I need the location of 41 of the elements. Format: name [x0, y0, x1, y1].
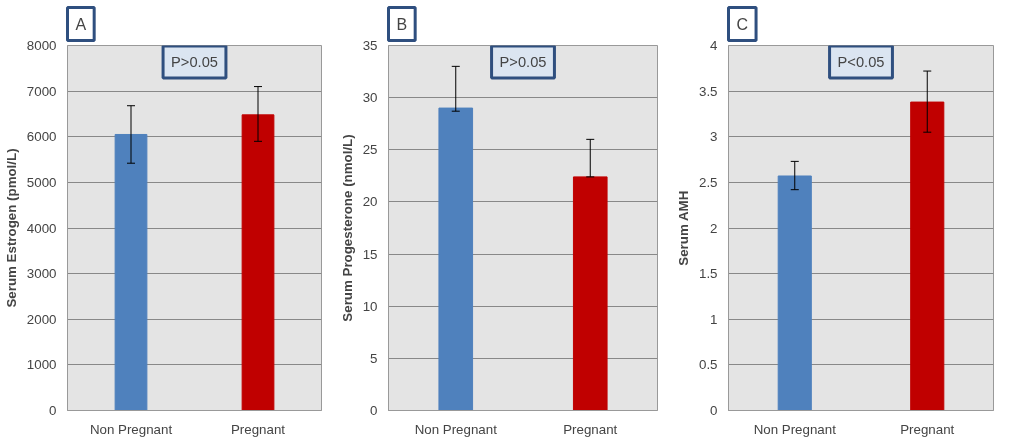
- annotation: P>0.05: [171, 53, 218, 70]
- y-tick-label: 20: [362, 194, 378, 210]
- annotation: P>0.05: [499, 53, 547, 70]
- y-tick-label: 3: [710, 129, 718, 145]
- y-tick-label: 2.5: [698, 174, 718, 190]
- x-tick-label: Non Pregnant: [753, 421, 837, 437]
- y-tick-label: 0: [370, 403, 378, 418]
- y-tick-label: 2000: [26, 311, 57, 327]
- y-axis-title: Serum AMH: [675, 190, 691, 266]
- y-tick-label: 35: [362, 38, 378, 53]
- y-tick-label: 3000: [26, 266, 57, 282]
- y-tick-label: 6000: [26, 129, 57, 145]
- y-tick-label: 7000: [26, 83, 57, 99]
- y-tick-label: 5: [370, 350, 378, 366]
- x-tick-label: Non Pregnant: [89, 421, 173, 437]
- y-axis-title: Serum Estrogen (pmol/L): [3, 148, 19, 308]
- y-tick-label: 25: [362, 142, 378, 158]
- chart-title: A: [75, 15, 87, 33]
- x-tick-label: Non Pregnant: [414, 421, 498, 437]
- x-tick-label: Pregnant: [563, 421, 618, 437]
- y-tick-label: 0: [49, 403, 57, 418]
- y-tick-label: 10: [362, 298, 378, 314]
- y-tick-label: 2: [710, 220, 718, 236]
- x-tick-label: Pregnant: [230, 421, 286, 437]
- x-tick-label: Pregnant: [900, 421, 955, 437]
- y-tick-label: 15: [362, 246, 378, 262]
- annotation: P<0.05: [837, 53, 885, 70]
- y-tick-label: 0: [710, 403, 718, 418]
- y-tick-label: 0.5: [698, 357, 718, 373]
- chart-title: C: [736, 15, 749, 33]
- y-tick-label: 3.5: [698, 83, 718, 99]
- y-tick-label: 30: [362, 90, 378, 106]
- y-tick-label: 1: [710, 311, 718, 327]
- y-axis-title: Serum Progesterone (nmol/L): [339, 134, 355, 322]
- chart-title: B: [396, 15, 408, 33]
- y-tick-label: 4000: [26, 220, 57, 236]
- y-tick-label: 5000: [26, 174, 57, 190]
- y-tick-label: 4: [710, 38, 719, 53]
- y-tick-label: 1000: [26, 357, 57, 373]
- y-tick-label: 8000: [26, 38, 57, 53]
- y-tick-label: 1.5: [698, 266, 718, 282]
